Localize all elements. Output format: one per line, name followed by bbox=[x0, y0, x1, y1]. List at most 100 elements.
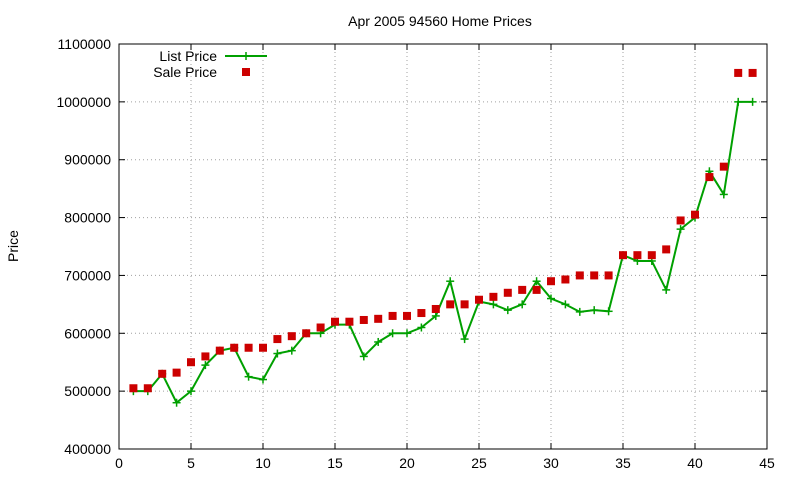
list-price-point bbox=[503, 306, 512, 315]
sale-price-point bbox=[561, 275, 570, 284]
sale-price-point bbox=[503, 288, 512, 297]
list-price-point bbox=[359, 352, 368, 361]
y-tick-label: 900000 bbox=[64, 152, 111, 168]
x-tick-label: 0 bbox=[115, 455, 123, 471]
sale-price-point bbox=[129, 384, 138, 393]
sale-price-point bbox=[547, 277, 555, 286]
grid bbox=[119, 44, 767, 449]
x-tick-label: 45 bbox=[759, 455, 775, 471]
x-tick-label: 25 bbox=[471, 455, 487, 471]
sale-price-point bbox=[187, 358, 195, 367]
sale-price-point bbox=[518, 285, 527, 294]
sale-price-point bbox=[604, 271, 613, 280]
list-price-point bbox=[604, 307, 613, 316]
sale-price-point bbox=[748, 68, 757, 77]
list-price-point bbox=[273, 349, 282, 358]
list-price-point bbox=[388, 329, 397, 338]
legend-label: Sale Price bbox=[153, 64, 217, 80]
sale-price-point bbox=[417, 309, 426, 318]
sale-price-point bbox=[532, 285, 541, 294]
sale-price-point bbox=[446, 300, 455, 309]
sale-price-point bbox=[230, 343, 239, 352]
list-price-point bbox=[547, 294, 555, 303]
plot-frame bbox=[118, 43, 768, 450]
legend-plus-marker bbox=[242, 52, 250, 60]
list-price-point bbox=[575, 307, 584, 316]
y-tick-label: 700000 bbox=[64, 267, 111, 283]
x-tick-label: 15 bbox=[327, 455, 343, 471]
sale-price-point bbox=[316, 323, 325, 332]
list-price-point bbox=[734, 97, 743, 106]
sale-price-point bbox=[201, 352, 210, 361]
sale-price-point bbox=[403, 311, 411, 320]
sale-price-point bbox=[345, 317, 354, 326]
y-tick-label: 600000 bbox=[64, 325, 111, 341]
sale-price-point bbox=[489, 292, 498, 301]
sale-price-point bbox=[676, 216, 685, 225]
list-price-point bbox=[532, 277, 541, 286]
list-price-point bbox=[590, 306, 599, 315]
list-price-point bbox=[460, 335, 469, 344]
sale-price-point bbox=[374, 314, 383, 323]
sale-price-point bbox=[460, 300, 469, 309]
sale-price-point bbox=[619, 251, 627, 260]
x-tick-label: 30 bbox=[543, 455, 559, 471]
y-tick-label: 500000 bbox=[64, 383, 111, 399]
ticks bbox=[118, 43, 768, 450]
chart-title: Apr 2005 94560 Home Prices bbox=[348, 13, 532, 29]
x-tick-label: 20 bbox=[399, 455, 415, 471]
sale-price-point bbox=[590, 271, 599, 280]
y-tick-label: 1100000 bbox=[58, 36, 112, 52]
list-price-point bbox=[244, 372, 253, 381]
sale-price-point bbox=[647, 251, 656, 260]
sale-price-point bbox=[259, 343, 267, 352]
list-price-point bbox=[518, 300, 527, 309]
sale-price-point bbox=[734, 68, 743, 77]
list-price-point bbox=[187, 387, 195, 396]
x-tick-label: 10 bbox=[255, 455, 271, 471]
list-price-point bbox=[561, 300, 570, 309]
sale-price-point bbox=[158, 369, 167, 378]
sale-price-point bbox=[633, 251, 642, 260]
list-price-point bbox=[287, 346, 296, 355]
sale-price-point bbox=[273, 335, 282, 344]
list-price-point bbox=[374, 337, 383, 346]
list-price-point bbox=[446, 277, 455, 286]
list-price-point bbox=[489, 300, 498, 309]
sale-price-point bbox=[475, 295, 483, 304]
sale-price-point bbox=[691, 210, 699, 219]
list-price-point bbox=[662, 285, 671, 294]
list-price-point bbox=[719, 190, 728, 199]
list-price-point bbox=[417, 323, 426, 332]
sale-price-point bbox=[244, 343, 253, 352]
x-tick-label: 5 bbox=[187, 455, 195, 471]
sale-price-point bbox=[143, 384, 152, 393]
list-price-point bbox=[676, 225, 685, 234]
list-price-point bbox=[403, 329, 411, 338]
sale-price-point bbox=[388, 311, 397, 320]
sale-price-point bbox=[359, 315, 368, 324]
sale-price-point bbox=[575, 271, 584, 280]
x-tick-label: 40 bbox=[687, 455, 703, 471]
sale-price-point bbox=[431, 304, 440, 313]
sale-price-point bbox=[331, 317, 339, 326]
legend-square-swatch bbox=[242, 68, 250, 76]
y-tick-label: 1000000 bbox=[56, 94, 111, 110]
y-tick-label: 400000 bbox=[64, 441, 111, 457]
sale-price-point bbox=[719, 162, 728, 171]
list-price-point bbox=[201, 361, 210, 370]
y-tick-label: 800000 bbox=[64, 210, 111, 226]
list-price-point bbox=[748, 97, 757, 106]
list-price-point bbox=[259, 375, 267, 384]
series-sale-price bbox=[129, 68, 757, 393]
series-layer bbox=[129, 68, 757, 407]
legend-label: List Price bbox=[159, 48, 217, 64]
list-price-point bbox=[172, 398, 181, 407]
y-axis-label: Price bbox=[5, 230, 21, 262]
sale-price-point bbox=[172, 368, 181, 377]
sale-price-point bbox=[302, 329, 311, 338]
sale-price-point bbox=[662, 245, 671, 254]
